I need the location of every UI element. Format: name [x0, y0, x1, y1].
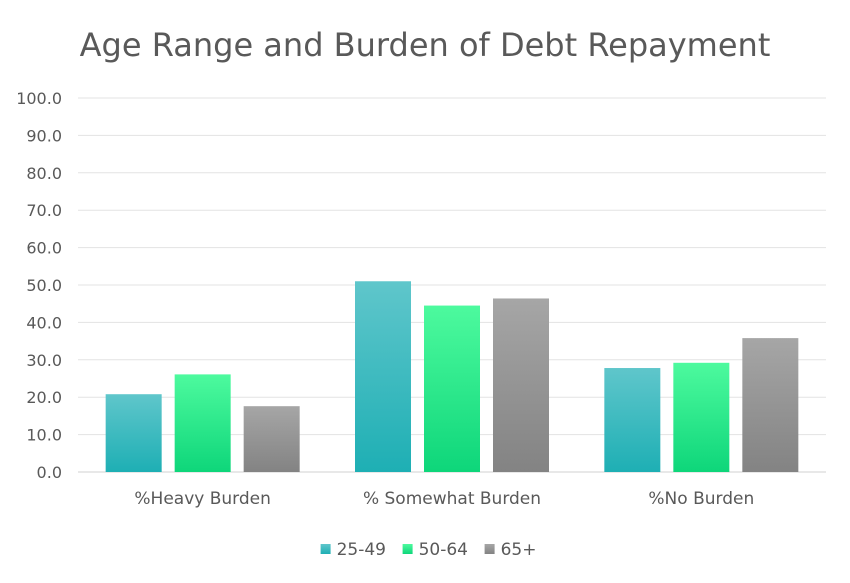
legend-swatch [402, 544, 413, 554]
bar-65+-3 [742, 338, 799, 472]
y-tick-label: 10.0 [26, 426, 62, 445]
bar-65+-1 [243, 406, 300, 472]
y-tick-label: 40.0 [26, 313, 62, 332]
bar-25-49-1 [105, 394, 162, 472]
y-tick-label: 80.0 [26, 164, 62, 183]
y-tick-label: 90.0 [26, 126, 62, 145]
bar-50-64-2 [424, 305, 480, 472]
bar-25-49-3 [604, 368, 661, 472]
bar-65+-2 [493, 298, 549, 472]
y-tick-label: 30.0 [26, 351, 62, 370]
x-tick-label: %Heavy Burden [134, 489, 271, 509]
legend-label: 25-49 [337, 540, 386, 560]
x-tick-label: %No Burden [648, 489, 754, 509]
legend-swatch [484, 544, 495, 554]
legend: 25-49 50-64 65+ [320, 540, 537, 560]
bar-25-49-2 [355, 281, 411, 472]
y-tick-label: 0.0 [37, 463, 62, 482]
bars [105, 281, 799, 472]
y-tick-label: 60.0 [26, 239, 62, 258]
y-tick-label: 50.0 [26, 276, 62, 295]
y-tick-label: 100.0 [16, 89, 62, 108]
x-axis: %Heavy Burden % Somewhat Burden %No Burden [134, 489, 754, 509]
bar-50-64-3 [673, 362, 730, 472]
legend-swatch [320, 544, 331, 554]
bar-50-64-1 [174, 374, 231, 472]
legend-label: 50-64 [419, 540, 468, 560]
chart-title: Age Range and Burden of Debt Repayment [80, 26, 771, 64]
y-axis: 0.0 10.0 20.0 30.0 40.0 50.0 60.0 70.0 80.0 90.0 1… [16, 89, 62, 482]
y-tick-label: 70.0 [26, 201, 62, 220]
x-tick-label: % Somewhat Burden [363, 489, 541, 509]
legend-label: 65+ [501, 540, 537, 560]
y-tick-label: 20.0 [26, 388, 62, 407]
